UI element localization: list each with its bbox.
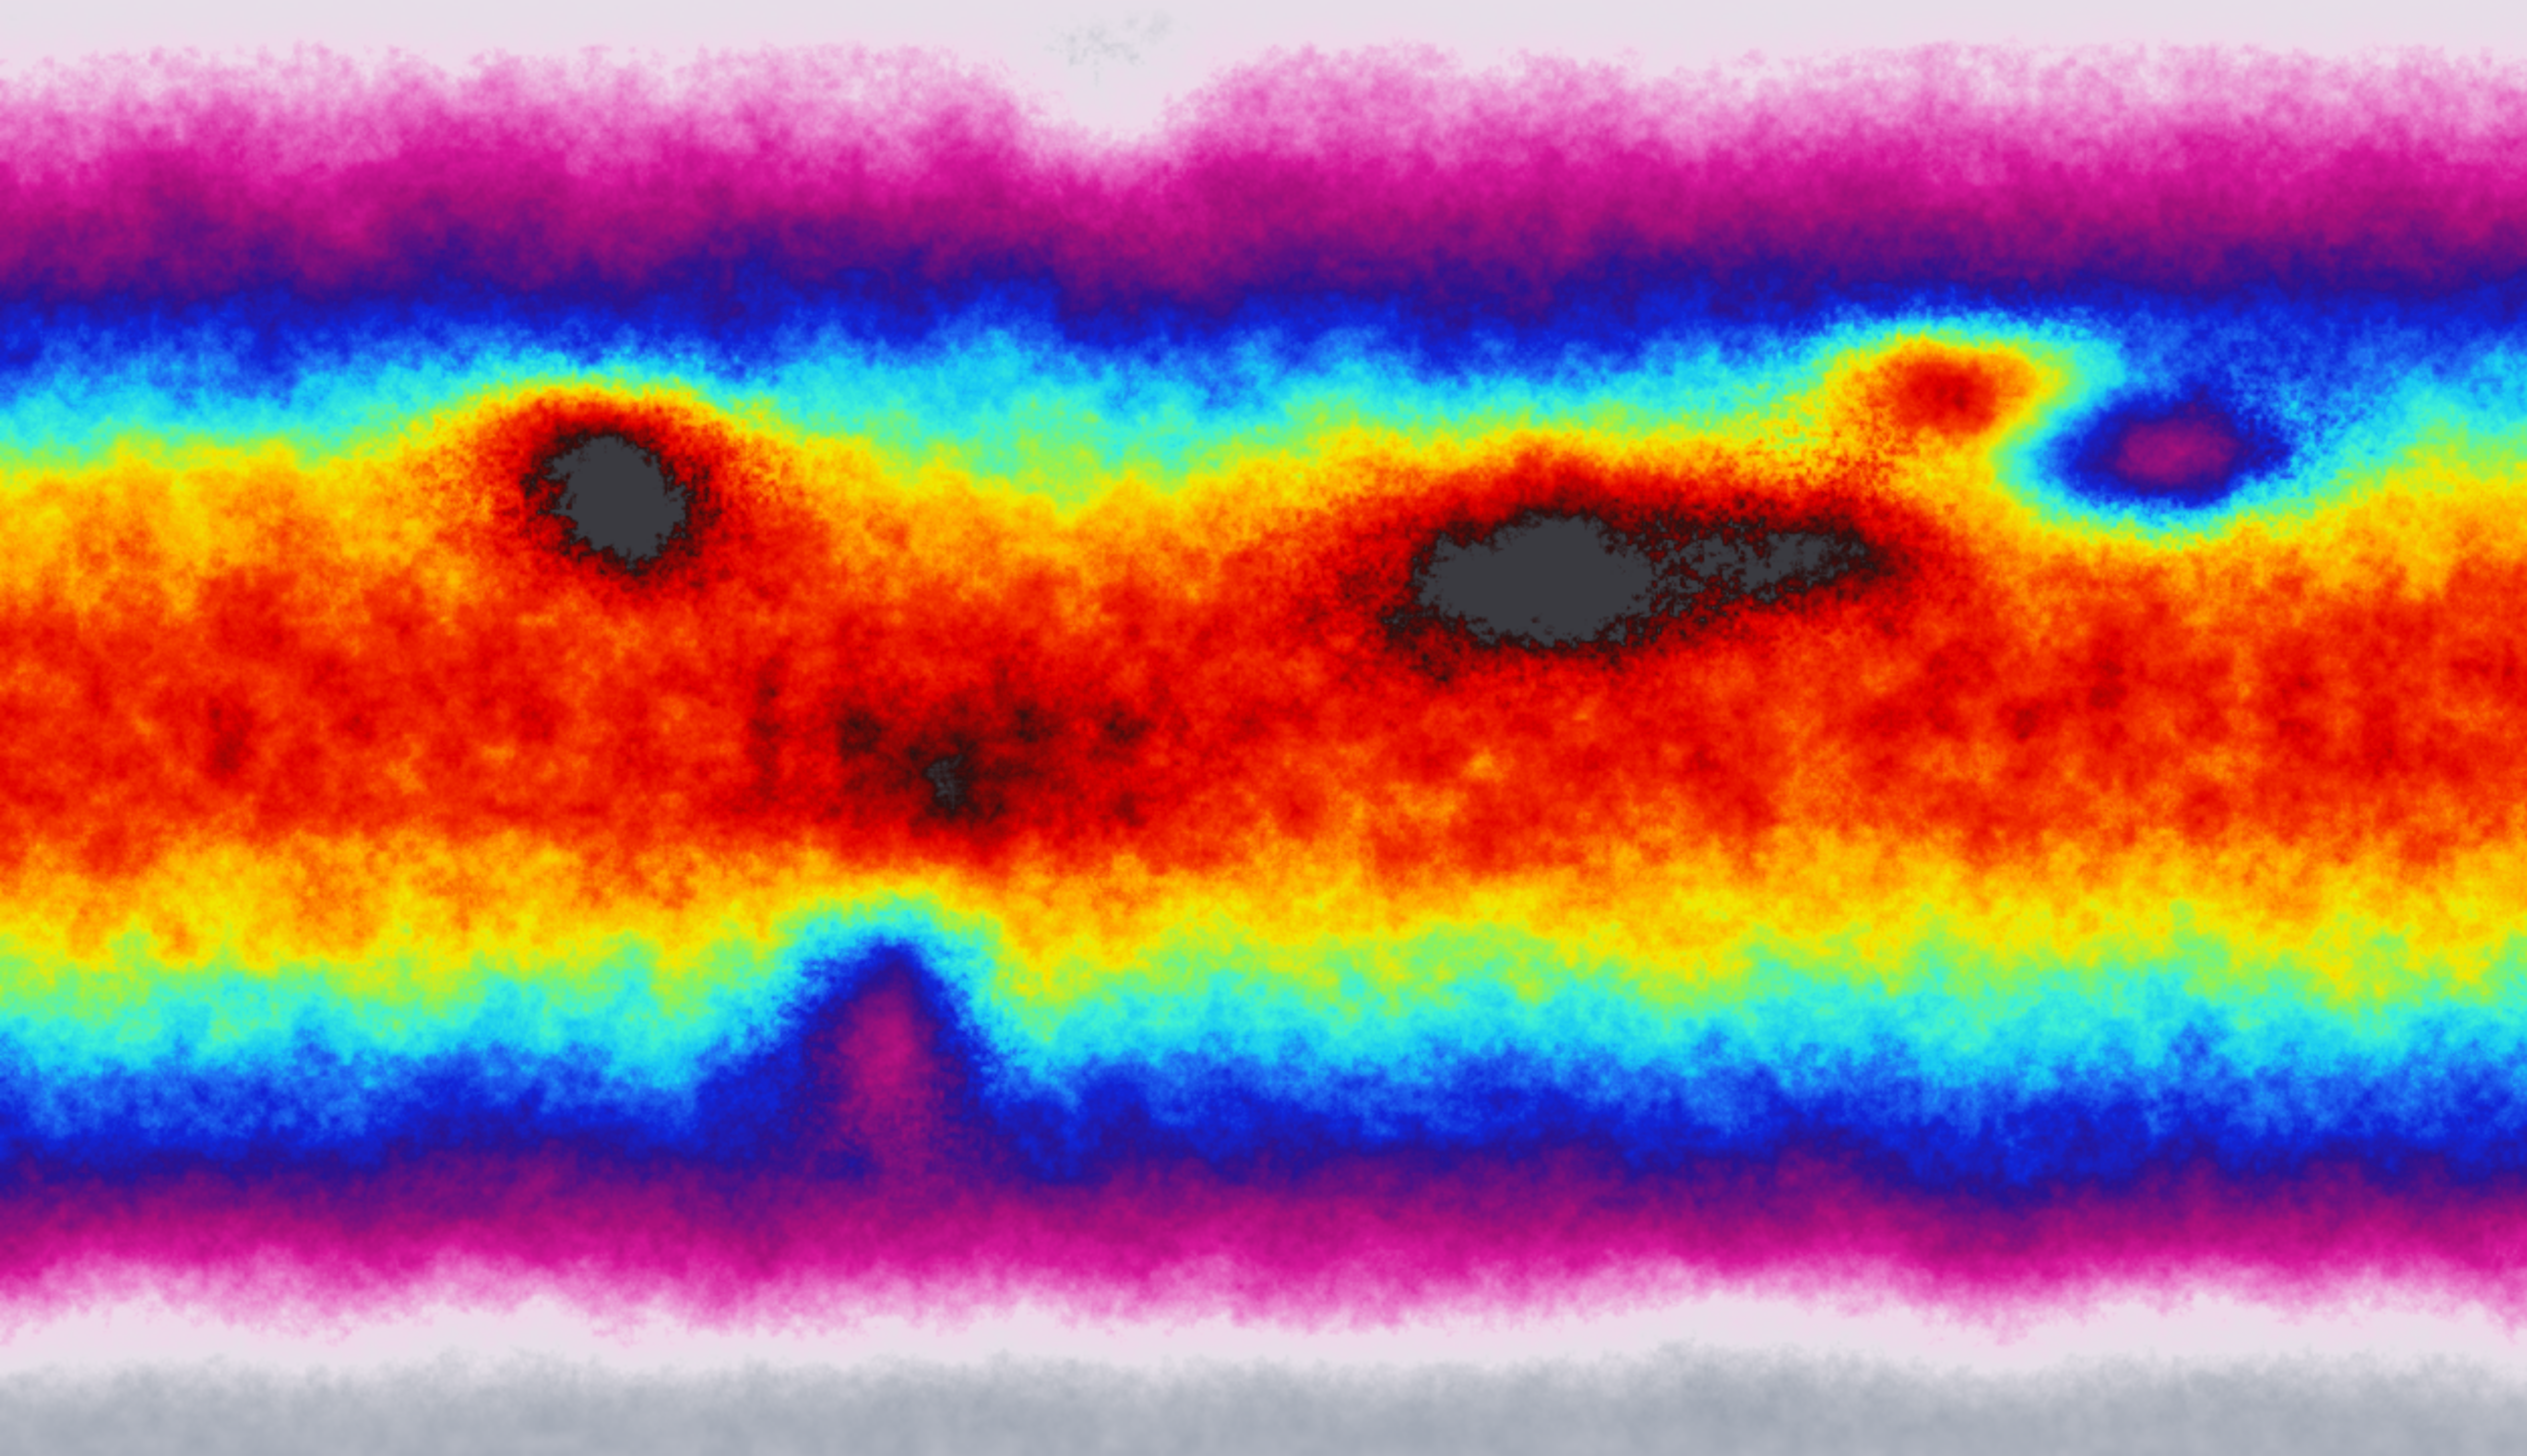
temperature-map-view: Global Surface Air Temperature Equirecta…: [0, 0, 2527, 1456]
temperature-heatmap-canvas: [0, 0, 2527, 1456]
